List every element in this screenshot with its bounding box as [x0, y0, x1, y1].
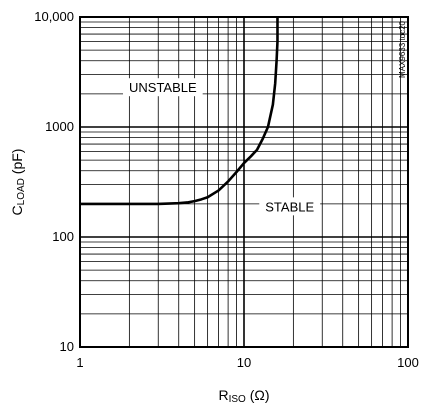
- x-axis-label-unit: (Ω): [246, 387, 270, 403]
- y-axis-label-unit: (pF): [9, 149, 25, 179]
- y-axis-label-sub: LOAD: [16, 178, 27, 205]
- annotation-unstable: UNSTABLE: [123, 78, 203, 97]
- y-tick-labels: 10 100 1000 10,000: [34, 9, 74, 354]
- plot-frame: [79, 16, 409, 348]
- x-axis-label: RISO (Ω): [218, 387, 269, 405]
- annotation-stable: STABLE: [259, 197, 321, 216]
- x-tick-label: 1: [76, 355, 83, 370]
- y-tick-label: 100: [52, 229, 74, 244]
- figure-reference: MAX9633 toc20: [398, 20, 407, 77]
- series-line-stability-boundary: [80, 17, 279, 206]
- y-tick-label: 10,000: [34, 9, 74, 24]
- annotation-unstable-text: UNSTABLE: [129, 80, 197, 95]
- x-axis-label-main: R: [218, 387, 228, 403]
- y-axis-label-main: C: [9, 205, 25, 215]
- annotation-stable-bg: [259, 197, 321, 216]
- y-axis-label: CLOAD (pF): [9, 149, 27, 216]
- x-tick-label: 100: [397, 355, 419, 370]
- y-tick-label: 1000: [45, 119, 74, 134]
- x-axis-label-sub: ISO: [229, 394, 246, 405]
- y-tick-label: 10: [60, 339, 74, 354]
- annotation-unstable-bg: [123, 78, 203, 97]
- grid-lines: [80, 17, 408, 347]
- annotation-stable-text: STABLE: [265, 199, 314, 214]
- x-tick-labels: 1 10 100: [76, 355, 418, 370]
- x-tick-label: 10: [237, 355, 251, 370]
